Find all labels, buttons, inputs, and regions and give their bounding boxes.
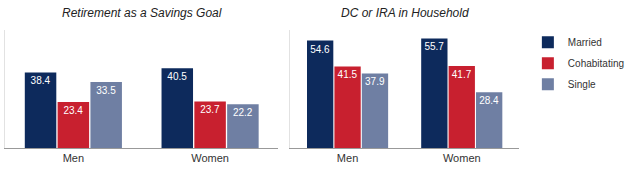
svg-text:54.6: 54.6 bbox=[310, 44, 330, 55]
svg-text:28.4: 28.4 bbox=[479, 95, 499, 106]
svg-text:41.7: 41.7 bbox=[452, 69, 472, 80]
svg-text:Retirement as a Savings Goal: Retirement as a Savings Goal bbox=[62, 6, 222, 20]
svg-text:DC or IRA in Household: DC or IRA in Household bbox=[341, 6, 469, 20]
svg-text:Men: Men bbox=[337, 152, 358, 164]
svg-text:22.2: 22.2 bbox=[233, 107, 253, 118]
svg-text:55.7: 55.7 bbox=[424, 41, 444, 52]
svg-text:40.5: 40.5 bbox=[167, 71, 187, 82]
svg-text:41.5: 41.5 bbox=[338, 69, 358, 80]
svg-text:33.5: 33.5 bbox=[96, 85, 116, 96]
svg-text:Cohabitating: Cohabitating bbox=[568, 58, 624, 69]
svg-text:Men: Men bbox=[63, 152, 84, 164]
svg-text:Single: Single bbox=[568, 79, 596, 90]
svg-text:23.7: 23.7 bbox=[200, 104, 220, 115]
svg-text:Women: Women bbox=[443, 152, 481, 164]
svg-text:Women: Women bbox=[191, 152, 229, 164]
svg-text:23.4: 23.4 bbox=[63, 105, 83, 116]
svg-text:37.9: 37.9 bbox=[365, 76, 385, 87]
svg-text:Married: Married bbox=[568, 37, 602, 48]
svg-text:38.4: 38.4 bbox=[31, 75, 51, 86]
